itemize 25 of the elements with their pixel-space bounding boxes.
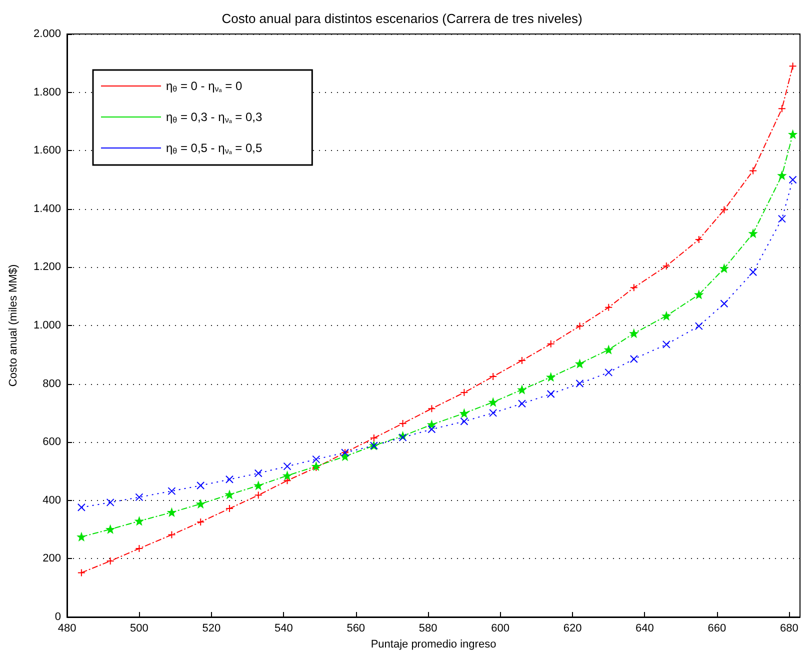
x-tick-label: 580 (418, 622, 438, 634)
y-tick-label: 1.400 (33, 202, 61, 215)
x-tick-label: 540 (274, 622, 293, 634)
chart-title: Costo anual para distintos escenarios (Carrera de tres niveles) (222, 11, 582, 26)
y-tick-label: 0 (54, 611, 61, 623)
y-axis-title: Costo anual (miles MM$) (8, 264, 20, 387)
y-tick-label: 1.000 (33, 320, 61, 332)
x-tick-label: 480 (58, 622, 76, 634)
y-tick-label: 800 (42, 378, 61, 390)
y-tick-label: 2.000 (33, 28, 61, 40)
y-tick-label: 400 (42, 494, 61, 506)
x-tick-label: 640 (636, 622, 654, 634)
x-tick-label: 500 (130, 622, 148, 634)
x-tick-label: 620 (563, 622, 582, 634)
y-tick-label: 1.200 (33, 261, 61, 274)
x-tick-label: 560 (346, 622, 366, 634)
y-tick-label: 1.600 (33, 144, 61, 157)
x-tick-label: 520 (202, 622, 221, 634)
x-tick-label: 600 (491, 622, 510, 634)
x-tick-label: 660 (708, 622, 726, 634)
x-axis-title: Puntaje promedio ingreso (370, 638, 496, 650)
x-tick-label: 680 (780, 622, 798, 634)
y-tick-label: 1.800 (33, 86, 61, 98)
y-tick-label: 200 (42, 552, 61, 565)
y-tick-label: 600 (42, 436, 61, 448)
